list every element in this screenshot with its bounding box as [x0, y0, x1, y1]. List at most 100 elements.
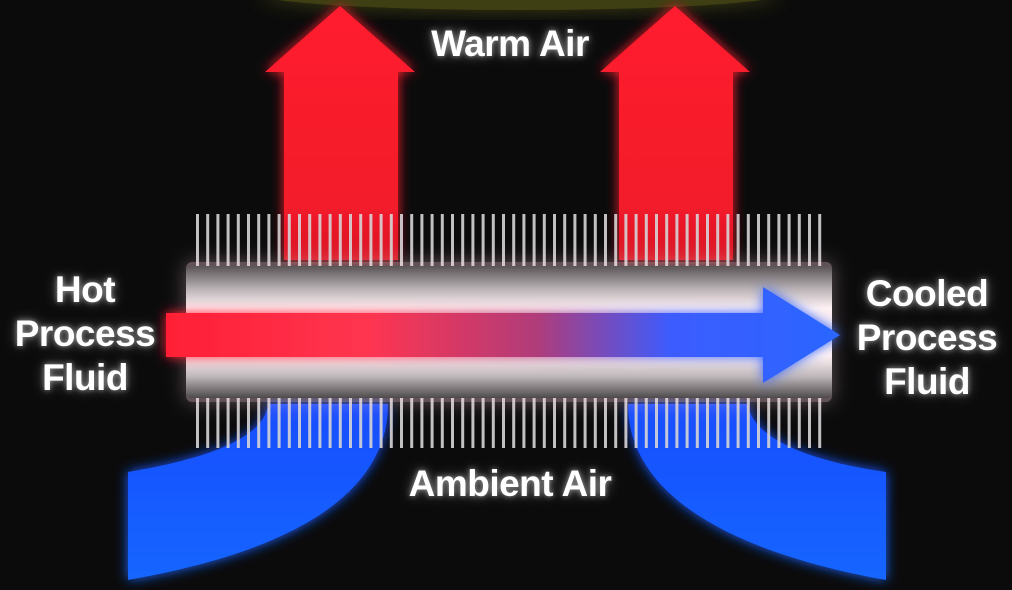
- fin-top: [818, 214, 822, 268]
- fin-bottom: [196, 396, 199, 448]
- fin-top: [553, 214, 556, 268]
- fin-top: [808, 214, 811, 268]
- hot-label-line-1: Hot: [54, 269, 116, 310]
- fin-top: [400, 214, 403, 268]
- fin-top: [216, 214, 220, 268]
- fin-bottom: [512, 396, 516, 448]
- fin-bottom: [491, 396, 495, 448]
- fin-bottom: [420, 396, 424, 448]
- fin-top: [767, 214, 771, 268]
- fin-bottom: [216, 396, 220, 448]
- ambient-air-curve-right: [628, 404, 886, 580]
- fin-bottom: [634, 396, 638, 448]
- fin-bottom: [349, 396, 352, 448]
- fin-bottom: [318, 396, 322, 448]
- fin-top: [634, 214, 638, 268]
- fin-top: [757, 214, 760, 268]
- fin-top: [787, 214, 791, 268]
- fin-bottom: [757, 396, 760, 448]
- fin-bottom: [726, 396, 730, 448]
- fin-bottom: [553, 396, 556, 448]
- fin-bottom: [736, 396, 740, 448]
- fin-bottom: [410, 396, 414, 448]
- fin-top: [665, 214, 669, 268]
- fin-bottom: [665, 396, 669, 448]
- fin-top: [797, 214, 801, 268]
- hot-label-line-3: Fluid: [42, 357, 128, 398]
- fin-top: [440, 214, 444, 268]
- fin-top: [512, 214, 516, 268]
- fin-top: [706, 214, 709, 268]
- fin-bottom: [451, 396, 454, 448]
- fin-bottom: [624, 396, 628, 448]
- process-fluid-arrow: [166, 287, 840, 383]
- fin-bottom: [287, 396, 291, 448]
- fin-bottom: [277, 396, 281, 448]
- ambient-air-curve-left: [128, 404, 388, 580]
- fin-bottom: [389, 396, 393, 448]
- cooled-label-line-3: Fluid: [884, 361, 970, 402]
- top-glow: [279, 0, 761, 10]
- fin-bottom: [808, 396, 811, 448]
- fin-bottom: [593, 396, 597, 448]
- ambient-air-label: Ambient Air: [408, 463, 612, 504]
- ambient-air-arrows: [128, 404, 886, 580]
- hot-label-line-2: Process: [14, 313, 156, 354]
- fin-top: [675, 214, 679, 268]
- fin-top: [624, 214, 628, 268]
- fin-top: [481, 214, 485, 268]
- fin-bottom: [675, 396, 679, 448]
- fin-bottom: [746, 396, 750, 448]
- fin-bottom: [236, 396, 240, 448]
- fin-top: [583, 214, 587, 268]
- fin-top: [716, 214, 720, 268]
- fin-bottom: [777, 396, 781, 448]
- fin-top: [471, 214, 475, 268]
- fin-bottom: [797, 396, 801, 448]
- fin-top: [695, 214, 699, 268]
- hot-process-fluid-label: Hot Process Fluid: [0, 268, 170, 400]
- fin-top: [277, 214, 281, 268]
- fin-bottom: [522, 396, 526, 448]
- fin-top: [430, 214, 434, 268]
- fin-bottom: [461, 396, 465, 448]
- fin-top: [338, 214, 342, 268]
- fin-bottom: [716, 396, 720, 448]
- fin-top: [247, 214, 250, 268]
- fin-bottom: [359, 396, 363, 448]
- fin-top: [420, 214, 424, 268]
- fin-bottom: [563, 396, 567, 448]
- fin-bottom: [400, 396, 403, 448]
- fin-top: [655, 214, 658, 268]
- fin-bottom: [655, 396, 658, 448]
- fin-top: [349, 214, 352, 268]
- cooling-fins: [196, 214, 822, 448]
- fin-top: [359, 214, 363, 268]
- fin-bottom: [369, 396, 373, 448]
- fin-top: [257, 214, 261, 268]
- fin-bottom: [267, 396, 271, 448]
- fin-top: [604, 214, 607, 268]
- fin-top: [226, 214, 230, 268]
- fin-top: [614, 214, 618, 268]
- fin-bottom: [298, 396, 301, 448]
- fin-top: [736, 214, 740, 268]
- fin-bottom: [502, 396, 505, 448]
- fin-bottom: [604, 396, 607, 448]
- fin-top: [542, 214, 546, 268]
- fin-bottom: [379, 396, 383, 448]
- fin-bottom: [440, 396, 444, 448]
- fin-top: [502, 214, 505, 268]
- fin-bottom: [338, 396, 342, 448]
- fin-top: [685, 214, 689, 268]
- fin-top: [206, 214, 210, 268]
- fin-bottom: [257, 396, 261, 448]
- cooled-process-fluid-label: Cooled Process Fluid: [842, 272, 1012, 404]
- fin-top: [593, 214, 597, 268]
- fin-top: [644, 214, 648, 268]
- fin-bottom: [247, 396, 250, 448]
- fin-top: [746, 214, 750, 268]
- fin-top: [298, 214, 301, 268]
- fin-top: [532, 214, 536, 268]
